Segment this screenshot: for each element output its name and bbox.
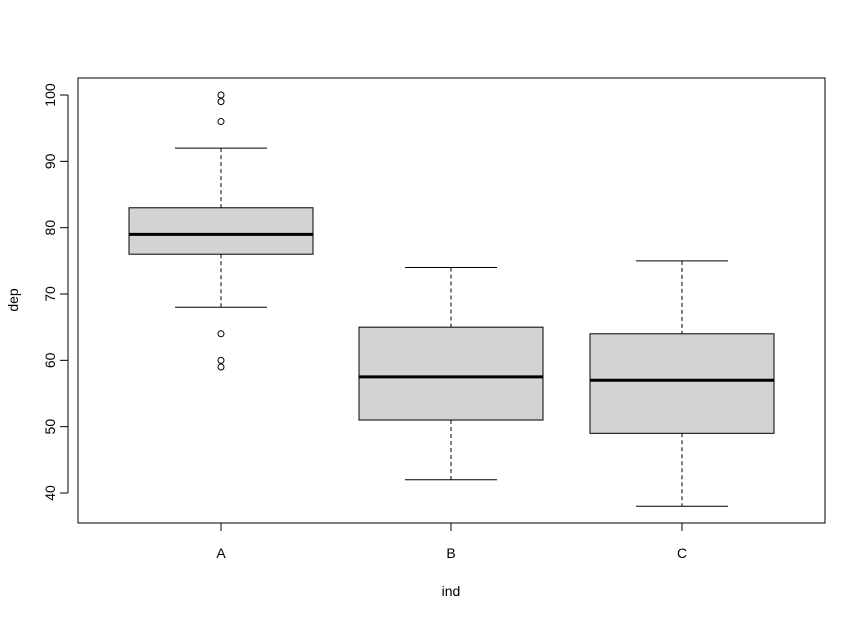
y-tick-label: 100: [42, 83, 58, 107]
y-tick-label: 90: [42, 153, 58, 169]
x-axis-title: ind: [442, 583, 461, 599]
outlier-point: [217, 98, 225, 106]
iqr-box: [589, 333, 775, 434]
box-group-C: [589, 260, 775, 507]
boxes-layer: [128, 91, 775, 507]
box-group-A: [128, 91, 314, 371]
iqr-box: [358, 326, 544, 421]
x-tick-label: B: [446, 545, 455, 561]
y-tick-label: 50: [42, 419, 58, 435]
x-axis: A B C: [216, 522, 687, 561]
outlier-point: [217, 91, 225, 99]
box-group-B: [358, 266, 544, 481]
x-tick-label: A: [216, 545, 226, 561]
outlier-point: [217, 356, 225, 364]
y-tick-label: 40: [42, 485, 58, 501]
outlier-point: [217, 118, 225, 126]
outlier-point: [217, 363, 225, 371]
y-axis-title: dep: [5, 288, 21, 312]
x-tick-label: C: [677, 545, 687, 561]
y-tick-label: 60: [42, 352, 58, 368]
y-tick-label: 80: [42, 220, 58, 236]
outlier-point: [217, 330, 225, 338]
iqr-box: [128, 207, 314, 255]
y-axis: 40 50 60 70 80 90 100: [42, 83, 69, 501]
y-tick-label: 70: [42, 286, 58, 302]
